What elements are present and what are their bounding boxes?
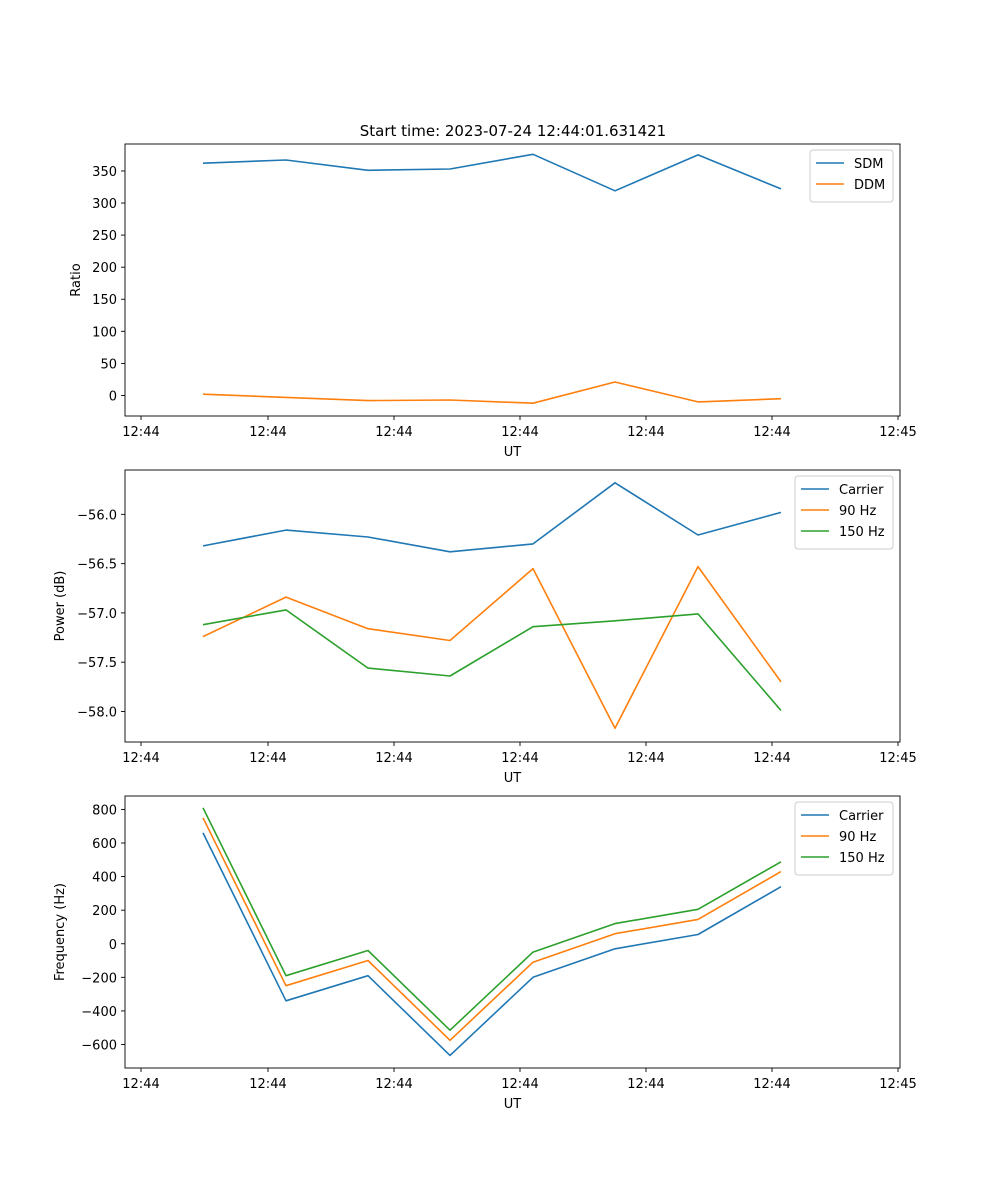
legend-label: 150 Hz [839, 525, 885, 540]
x-tick-label: 12:44 [501, 425, 538, 440]
plots: 12:44 12:44 12:44 12:44 12:44 12:44 12:45 UT 0 50… [53, 143, 917, 1112]
y-tick-label: 400 [92, 871, 117, 886]
x-axis-label: UT [504, 771, 522, 786]
x-tick-label: 12:44 [375, 751, 412, 766]
y-tick-label: −400 [81, 1005, 117, 1020]
y-tick-label: 0 [109, 938, 117, 953]
legend-label: 150 Hz [839, 851, 885, 866]
y-tick-label: −56.5 [77, 558, 117, 573]
y-axis-label: Power (dB) [53, 571, 68, 642]
legend-label: SDM [854, 157, 883, 172]
x-tick-label: 12:45 [879, 1077, 916, 1092]
x-tick-label: 12:44 [753, 751, 790, 766]
legend-label: 90 Hz [839, 504, 876, 519]
x-tick-label: 12:44 [249, 751, 286, 766]
legend: Carrier 90 Hz 150 Hz [794, 475, 894, 550]
legend-label: Carrier [839, 809, 884, 824]
y-tick-label: 600 [92, 837, 117, 852]
x-tick-label: 12:44 [122, 751, 159, 766]
x-tick-label: 12:44 [753, 1077, 790, 1092]
legend-label: DDM [854, 178, 885, 193]
y-axis-label: Ratio [69, 263, 84, 296]
x-tick-label: 12:44 [249, 425, 286, 440]
y-tick-label: −600 [81, 1038, 117, 1053]
series-line-150-hz [202, 807, 782, 1031]
series-line-ddm [202, 381, 782, 405]
y-tick-label: −56.0 [77, 508, 117, 523]
y-tick-label: 100 [92, 325, 117, 340]
legend: SDM DDM [809, 149, 894, 203]
series-line-carrier [202, 481, 782, 553]
y-tick-label: 250 [92, 229, 117, 244]
y-tick-label: −57.5 [77, 656, 117, 671]
axes-frame [124, 469, 901, 743]
chart-title: Start time: 2023-07-24 12:44:01.631421 [360, 122, 666, 140]
y-tick-label: −58.0 [77, 705, 117, 720]
subplot-2: 12:44 12:44 12:44 12:44 12:44 12:44 12:45 UT −58… [53, 469, 917, 786]
y-tick-label: 350 [92, 165, 117, 180]
x-tick-label: 12:45 [879, 751, 916, 766]
x-tick-label: 12:44 [753, 425, 790, 440]
y-axis-label: Frequency (Hz) [53, 883, 68, 981]
x-tick-label: 12:44 [249, 1077, 286, 1092]
x-tick-label: 12:44 [375, 425, 412, 440]
legend-label: Carrier [839, 483, 884, 498]
axes-frame [124, 795, 901, 1069]
legend-label: 90 Hz [839, 830, 876, 845]
x-tick-label: 12:45 [879, 425, 916, 440]
x-tick-label: 12:44 [627, 751, 664, 766]
y-tick-label: 150 [92, 293, 117, 308]
x-axis-label: UT [504, 445, 522, 460]
legend: Carrier 90 Hz 150 Hz [794, 801, 894, 876]
x-axis-label: UT [504, 1097, 522, 1112]
x-tick-label: 12:44 [627, 1077, 664, 1092]
series-line-90-hz [202, 817, 782, 1042]
series-line-sdm [202, 153, 782, 192]
series-line-150-hz [202, 609, 782, 712]
y-tick-label: 200 [92, 904, 117, 919]
y-tick-label: −200 [81, 971, 117, 986]
subplot-3: 12:44 12:44 12:44 12:44 12:44 12:44 12:45 UT −60… [53, 795, 917, 1112]
y-tick-label: 300 [92, 197, 117, 212]
x-tick-label: 12:44 [122, 1077, 159, 1092]
x-tick-label: 12:44 [627, 425, 664, 440]
x-tick-label: 12:44 [375, 1077, 412, 1092]
y-tick-label: 50 [100, 357, 117, 372]
y-tick-label: 0 [109, 389, 117, 404]
axes-frame [124, 143, 901, 417]
x-tick-label: 12:44 [501, 751, 538, 766]
series-line-90-hz [202, 565, 782, 730]
x-tick-label: 12:44 [122, 425, 159, 440]
y-tick-label: 200 [92, 261, 117, 276]
y-tick-label: −57.0 [77, 607, 117, 622]
y-tick-label: 800 [92, 803, 117, 818]
subplot-1: 12:44 12:44 12:44 12:44 12:44 12:44 12:45 UT 0 50… [69, 143, 917, 460]
x-tick-label: 12:44 [501, 1077, 538, 1092]
series-line-carrier [202, 832, 782, 1057]
